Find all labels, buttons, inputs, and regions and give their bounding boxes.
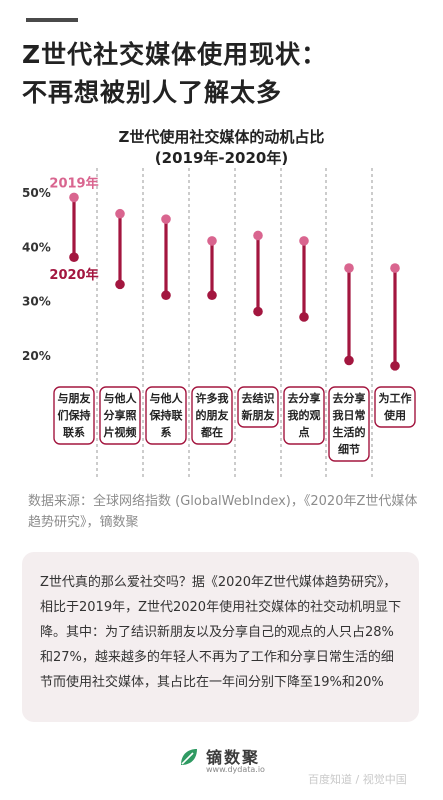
point-2020 (207, 290, 217, 301)
category-label-text: 新朋友 (242, 408, 275, 422)
category-label-text: 细节 (338, 442, 360, 456)
commentary-card: Z世代真的那么爱社交吗？据《2020年Z世代媒体趋势研究》，相比于2019年，Z… (22, 552, 419, 722)
category-label-text: 点 (299, 425, 310, 439)
category-label-text: 分享照 (104, 408, 137, 422)
category-label-box (99, 386, 141, 445)
y-tick-label: 30% (22, 295, 51, 309)
category-label-box (145, 386, 187, 445)
footer: 镝数聚 www.dydata.io (0, 742, 443, 782)
category-label-text: 与他人 (150, 391, 184, 405)
image-watermark: 百度知道 / 视觉中国 (308, 773, 407, 786)
category-label-text: 系 (161, 425, 172, 439)
category-label-text: 去分享 (288, 391, 321, 405)
point-2019 (253, 230, 263, 241)
point-2019 (390, 263, 400, 273)
point-2019 (207, 236, 217, 246)
y-tick-label: 20% (22, 349, 51, 363)
page-headline: Z世代社交媒体使用现状： 不再想被别人了解太多 (22, 36, 422, 112)
title-accent-bar (26, 18, 78, 22)
brand-leaf-icon (181, 749, 197, 765)
point-2020 (69, 252, 79, 262)
chart-title-block: Z世代使用社交媒体的动机占比 (2019年-2020年) (0, 127, 443, 169)
category-label-text: 生活的 (333, 425, 366, 439)
chart-title: Z世代使用社交媒体的动机占比 (118, 128, 325, 146)
data-source-note: 数据来源：全球网络指数 (GlobalWebIndex)，《2020年Z世代媒体… (28, 494, 418, 530)
category-label-text: 许多我 (196, 391, 229, 405)
category-label-text: 联系 (63, 425, 85, 439)
commentary-text: Z世代真的那么爱社交吗？据《2020年Z世代媒体趋势研究》，相比于2019年，Z… (40, 575, 402, 690)
point-2019 (299, 236, 309, 246)
brand-site: www.dydata.io (206, 765, 265, 774)
category-label-text: 的朋友 (196, 408, 229, 422)
category-label-text: 使用 (383, 408, 406, 422)
category-label-text: 都在 (200, 425, 223, 439)
category-label-text: 我的观 (288, 408, 321, 422)
category-label-text: 去结识 (242, 391, 275, 405)
category-label-text: 与他人 (104, 391, 138, 405)
headline-line-2: 不再想被别人了解太多 (22, 78, 283, 107)
legend-label-2020: 2020年 (49, 267, 98, 283)
category-label-text: 我日常 (333, 408, 366, 422)
category-label-text: 片视频 (104, 425, 137, 439)
point-2020 (161, 290, 171, 301)
point-2019 (344, 263, 354, 273)
category-label-box (283, 386, 325, 445)
category-label-text: 保持联 (149, 408, 183, 422)
dumbbell-chart: 50%40%30%20%2019年2020年与朋友们保持联系与他人分享照片视频与… (22, 168, 416, 478)
category-label-text: 为工作 (379, 391, 412, 405)
category-label-box (53, 386, 95, 445)
category-label-box (374, 386, 416, 428)
point-2020 (344, 355, 354, 366)
point-2020 (390, 361, 400, 371)
headline-line-1: Z世代社交媒体使用现状： (22, 40, 328, 69)
category-label-box (237, 386, 279, 428)
y-tick-label: 50% (22, 186, 51, 200)
point-2020 (299, 312, 309, 322)
category-label-text: 们保持 (58, 408, 91, 422)
point-2019 (161, 214, 171, 224)
y-tick-label: 40% (22, 240, 51, 254)
chart-subtitle: (2019年-2020年) (154, 149, 289, 167)
point-2019 (69, 192, 79, 203)
category-label-box (191, 386, 233, 445)
category-label-text: 与朋友 (58, 391, 91, 405)
brand-name: 镝数聚 (206, 748, 261, 767)
category-label-box (328, 386, 370, 462)
point-2020 (253, 306, 263, 317)
point-2019 (115, 208, 125, 219)
legend-label-2019: 2019年 (49, 175, 98, 191)
category-label-text: 去分享 (333, 391, 366, 405)
point-2020 (115, 279, 125, 290)
